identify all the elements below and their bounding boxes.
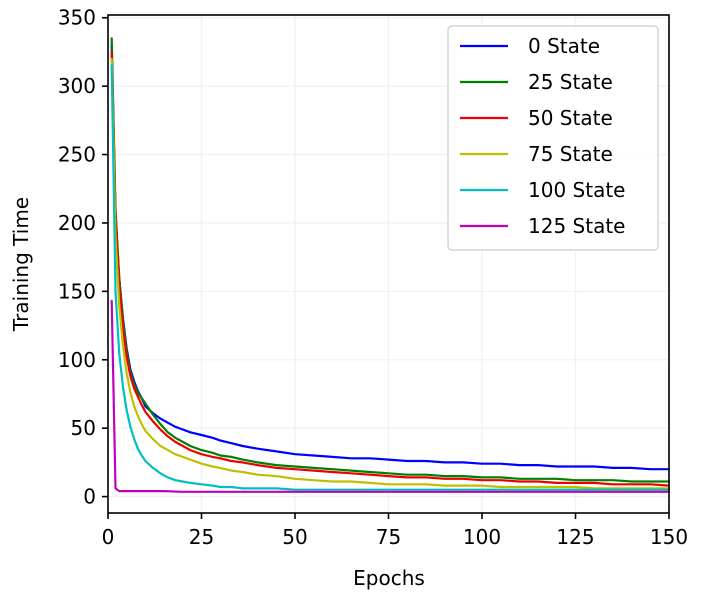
series-line-100-state bbox=[110, 64, 671, 491]
y-tick-label: 350 bbox=[58, 6, 96, 30]
legend-label: 50 State bbox=[528, 106, 613, 130]
series-lines bbox=[110, 37, 671, 493]
y-tick-label: 100 bbox=[58, 348, 96, 372]
y-tick-label: 250 bbox=[58, 143, 96, 167]
y-axis-ticks: 0 50 100 150 200 250 300 350 bbox=[58, 6, 108, 509]
y-tick-label: 200 bbox=[58, 211, 96, 235]
series-line-125-state bbox=[110, 299, 671, 493]
series-line-25-state bbox=[110, 37, 671, 483]
x-tick-label: 150 bbox=[650, 525, 688, 549]
y-tick-label: 300 bbox=[58, 74, 96, 98]
x-tick-label: 125 bbox=[556, 525, 594, 549]
x-tick-label: 25 bbox=[189, 525, 214, 549]
y-tick-label: 0 bbox=[83, 485, 96, 509]
x-tick-label: 75 bbox=[376, 525, 401, 549]
x-tick-label: 50 bbox=[282, 525, 307, 549]
x-axis-ticks: 0 25 50 75 100 125 150 bbox=[102, 513, 688, 549]
series-line-50-state bbox=[110, 50, 671, 487]
legend-label: 75 State bbox=[528, 142, 613, 166]
legend: 0 State 25 State 50 State 75 State 100 State… bbox=[447, 25, 659, 251]
x-tick-label: 0 bbox=[102, 525, 115, 549]
legend-label: 125 State bbox=[528, 214, 625, 238]
y-axis-label: Training Time bbox=[9, 197, 33, 332]
y-tick-label: 50 bbox=[71, 416, 96, 440]
x-tick-label: 100 bbox=[463, 525, 501, 549]
x-axis-label: Epochs bbox=[353, 566, 425, 590]
legend-label: 25 State bbox=[528, 70, 613, 94]
legend-label: 100 State bbox=[528, 178, 625, 202]
legend-label: 0 State bbox=[528, 34, 600, 58]
series-line-75-state bbox=[110, 57, 671, 490]
y-tick-label: 150 bbox=[58, 279, 96, 303]
